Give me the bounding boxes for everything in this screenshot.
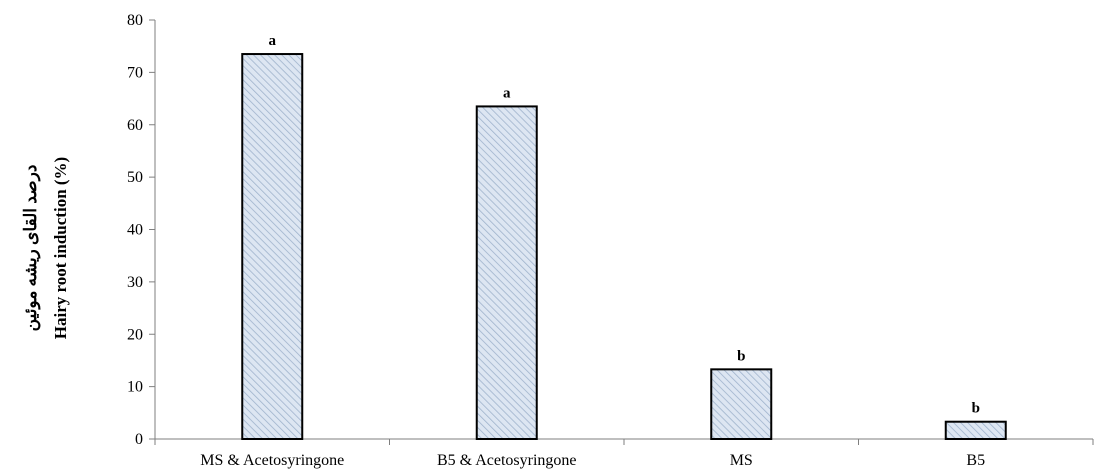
x-category-label: B5 & Acetosyringone [437,452,577,469]
x-category-label: MS & Acetosyringone [200,452,344,469]
x-category-label: MS [730,452,753,469]
bars [241,53,1007,440]
x-ticks [154,439,1094,445]
bar [475,105,538,440]
y-axis-title-persian: درصد القای ریشه موئین [21,165,41,332]
y-axis-title: درصد القای ریشه موئین Hairy root inducti… [21,157,70,339]
bar [944,420,1007,440]
significance-letter: a [503,85,511,101]
significance-labels: a a b b [269,33,980,417]
y-tick-label: 60 [127,117,143,134]
significance-letter: b [737,348,745,364]
y-tick-label: 80 [127,12,143,29]
y-axis-title-english: Hairy root induction (%) [51,157,70,339]
y-ticks: 0 10 20 30 40 50 60 70 80 [127,12,155,448]
y-tick-label: 10 [127,379,143,396]
y-tick-label: 50 [127,169,143,186]
x-category-label: B5 [966,452,985,469]
category-labels: MS & Acetosyringone B5 & Acetosyringone MS… [200,452,985,469]
bar [710,368,773,440]
bar [241,53,304,440]
significance-letter: a [269,33,277,49]
y-tick-label: 70 [127,64,143,81]
significance-letter: b [972,401,980,417]
y-tick-label: 20 [127,326,143,343]
y-tick-label: 30 [127,274,143,291]
y-tick-label: 0 [135,431,143,448]
y-tick-label: 40 [127,222,143,239]
